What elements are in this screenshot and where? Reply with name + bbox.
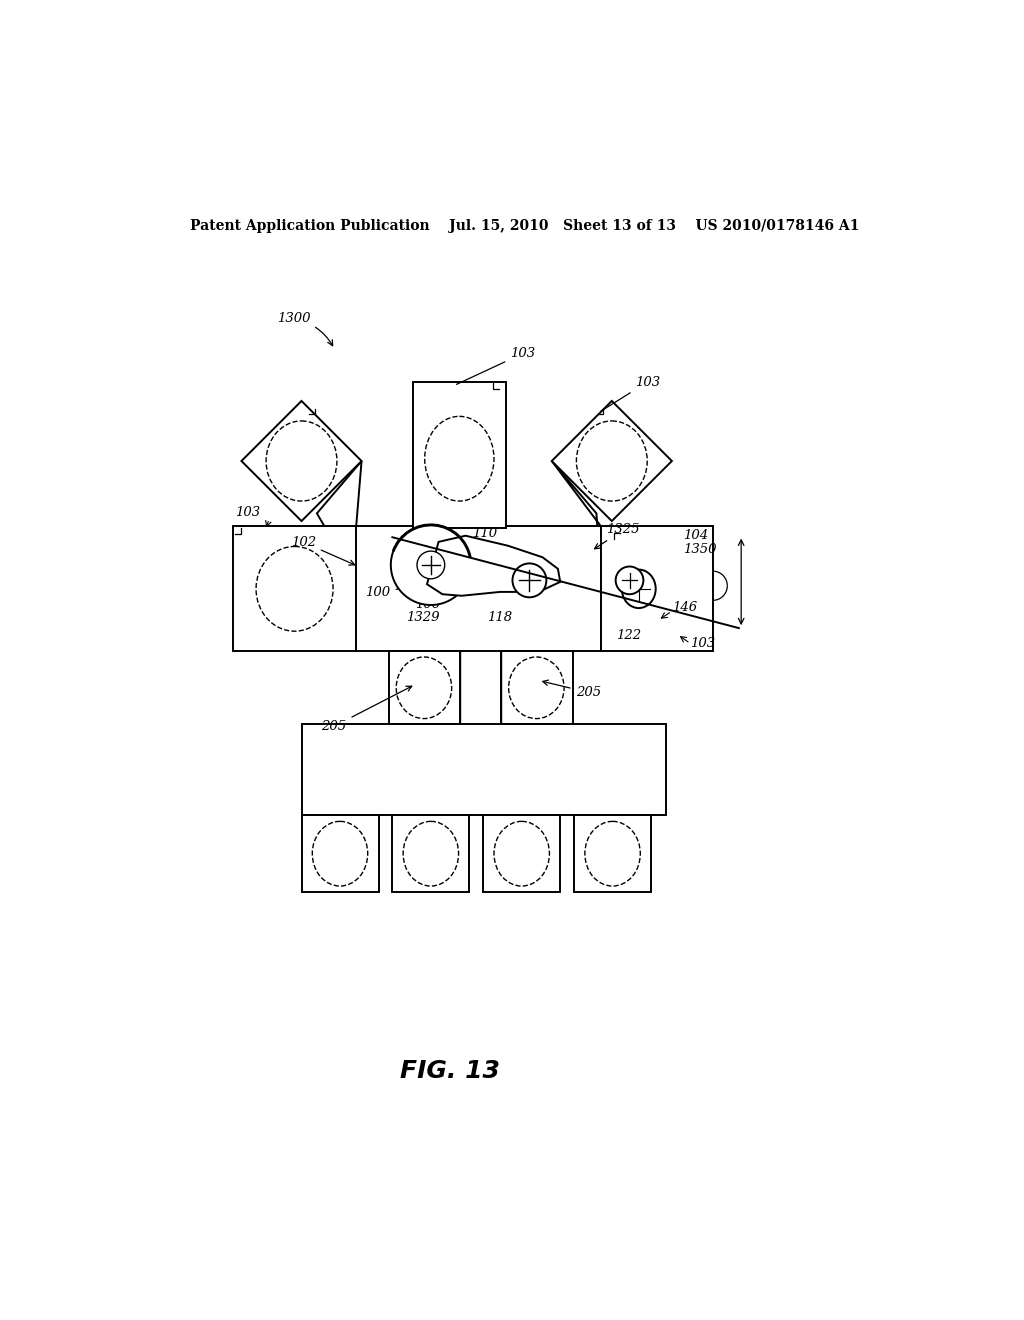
Bar: [356, 527, 601, 651]
Circle shape: [391, 525, 471, 605]
Text: 103: 103: [601, 376, 660, 411]
Circle shape: [417, 552, 444, 578]
Text: 122: 122: [615, 630, 641, 643]
Circle shape: [512, 564, 547, 597]
Bar: [413, 381, 506, 528]
Text: 104: 104: [683, 529, 709, 543]
Text: 205: 205: [322, 686, 412, 733]
Text: FIG. 13: FIG. 13: [400, 1059, 500, 1082]
Bar: [483, 816, 560, 892]
Bar: [501, 651, 572, 725]
Text: 110: 110: [472, 527, 497, 540]
Text: 1300: 1300: [276, 313, 333, 346]
Text: 102: 102: [291, 536, 354, 565]
Text: 118: 118: [487, 611, 512, 624]
Text: Patent Application Publication    Jul. 15, 2010   Sheet 13 of 13    US 2010/0178: Patent Application Publication Jul. 15, …: [190, 219, 859, 234]
Polygon shape: [242, 401, 361, 521]
Text: 205: 205: [543, 680, 601, 698]
Polygon shape: [552, 461, 601, 581]
Bar: [301, 816, 379, 892]
Polygon shape: [427, 536, 560, 595]
Text: 1350: 1350: [683, 543, 717, 556]
Text: 1325: 1325: [595, 524, 640, 549]
Text: 1329: 1329: [407, 611, 439, 624]
Polygon shape: [413, 527, 506, 528]
Bar: [574, 816, 651, 892]
Polygon shape: [316, 461, 361, 581]
Circle shape: [615, 566, 643, 594]
Bar: [601, 527, 713, 651]
Polygon shape: [552, 401, 672, 521]
Text: 103: 103: [236, 506, 260, 519]
Text: 146: 146: [672, 601, 697, 614]
Bar: [388, 651, 460, 725]
Text: 100: 100: [366, 585, 414, 599]
Bar: [301, 725, 667, 816]
Text: 103: 103: [690, 638, 716, 649]
Bar: [392, 816, 469, 892]
Bar: [233, 527, 356, 651]
Text: 103: 103: [457, 347, 536, 384]
Text: 106: 106: [416, 598, 440, 611]
